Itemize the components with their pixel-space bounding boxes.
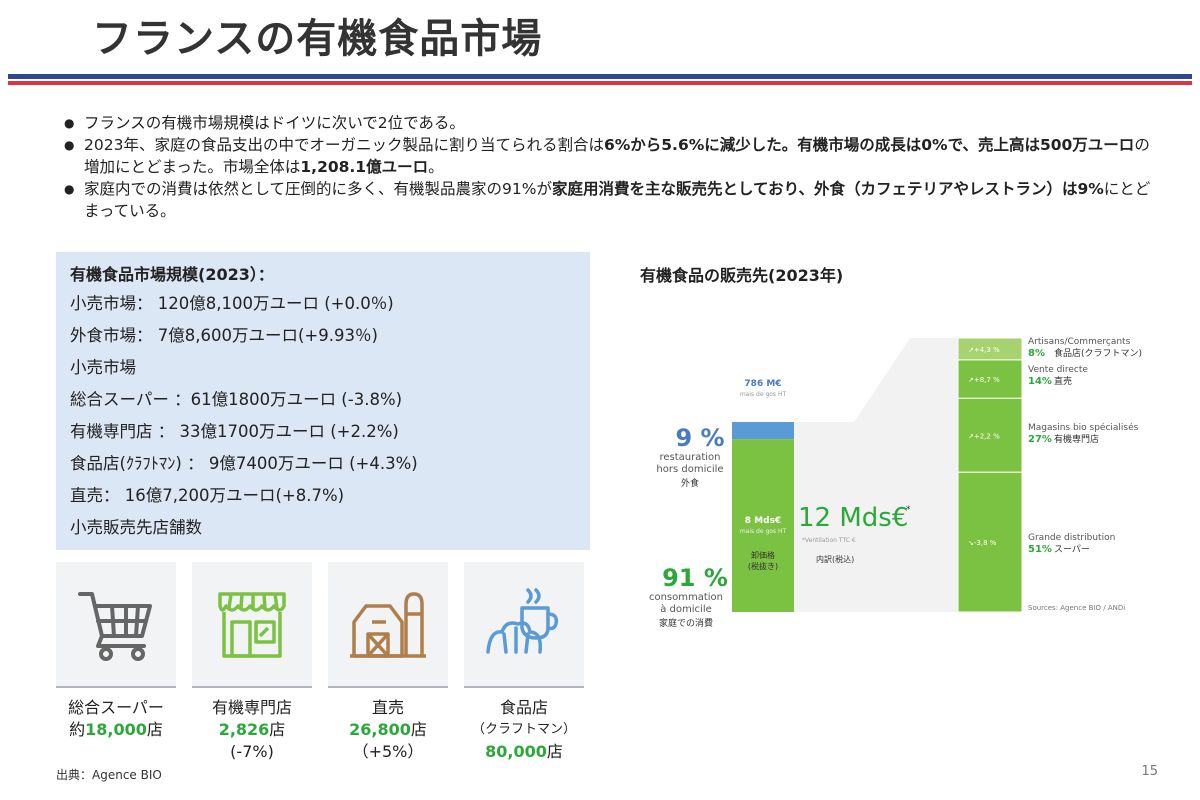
segment-label-pct: 91 % — [662, 564, 728, 592]
market-line: 小売販売先店舗数 — [70, 518, 202, 537]
segment-label-fr: à domicile — [660, 603, 712, 615]
total-star: * — [906, 505, 911, 515]
chart-title: 有機食品の販売先(2023年) — [640, 266, 844, 285]
right-bar-growth: ↗+4,3 % — [968, 346, 1000, 354]
left-bar-mid-jp: (税抜き) — [748, 561, 778, 571]
right-bar-growth: ↗+2,2 % — [968, 432, 1000, 440]
market-size-box: 有機食品市場規模(2023）： 小売市場： 120億8,100万ユーロ (+0.… — [56, 252, 590, 550]
left-bar-segment — [732, 439, 794, 612]
croissant-coffee-icon — [486, 588, 559, 654]
cart-icon — [78, 592, 152, 661]
segment-label-fr: restauration — [659, 452, 720, 463]
header-rule-blue — [8, 74, 1192, 79]
store-label-supermarket: 総合スーパー 約18,000店 — [68, 698, 164, 739]
connector-shape — [794, 338, 958, 612]
store-card-direct — [328, 562, 448, 688]
total-note: *Ventilation TTC € — [802, 537, 856, 544]
left-bar-top-note: mais de gos HT — [740, 391, 787, 398]
segment-label-jp: 外食 — [681, 477, 699, 489]
right-bar-segment — [957, 471, 1023, 613]
market-size-title: 有機食品市場規模(2023）： — [70, 265, 274, 284]
market-line: 食品店(ｸﾗﾌﾄﾏﾝ) ： 9億7400万ユーロ (+4.3%) — [70, 454, 418, 473]
chart-source: Sources: Agence BIO / ANDi — [1028, 604, 1125, 612]
segment-label-jp: 家庭での消費 — [659, 617, 713, 629]
market-line: 直売： 16億7,200万ユーロ(+8.7%) — [70, 486, 345, 505]
right-label-pct: 14% — [1028, 376, 1052, 387]
store-label-direct: 直売 26,800店 （+5%） — [349, 698, 427, 761]
store-card-craftsman — [464, 562, 584, 688]
source-note: 出典：Agence BIO — [56, 768, 162, 782]
store-card-organic — [192, 562, 312, 688]
right-bar-segment — [957, 397, 1023, 473]
barn-icon — [350, 592, 426, 658]
bullet-item: 2023年、家庭の食品支出の中でオーガニック製品に割り当てられる割合は6%から5… — [64, 134, 1164, 178]
bullet-item: フランスの有機市場規模はドイツに次いで2位である。 — [64, 112, 1164, 134]
right-bar-growth: ↗+8,7 % — [968, 376, 1000, 384]
right-label-jp: 直売 — [1054, 375, 1072, 387]
right-label-jp: 食品店(クラフトマン) — [1054, 347, 1142, 359]
bullet-list: フランスの有機市場規模はドイツに次いで2位である。 2023年、家庭の食品支出の… — [64, 112, 1164, 222]
market-line: 外食市場： 7億8,600万ユーロ(+9.93％) — [70, 326, 378, 345]
total-jp: 内訳(税込) — [816, 554, 854, 564]
left-bar-mid-value: 8 Mds€ — [745, 516, 781, 526]
right-label-jp: スーパー — [1054, 544, 1090, 555]
right-label-fr: Artisans/Commerçants — [1028, 337, 1131, 347]
right-label-jp: 有機専門店 — [1054, 433, 1099, 445]
left-bar-top-value: 786 M€ — [744, 379, 781, 389]
segment-label-fr: consommation — [649, 592, 723, 603]
right-bar-growth: ↘-3,8 % — [968, 539, 997, 547]
market-line: 小売市場 — [70, 358, 136, 377]
right-label-fr: Grande distribution — [1028, 533, 1115, 543]
right-label-fr: Magasins bio spécialisés — [1028, 422, 1139, 433]
bullet-item: 家庭内での消費は依然として圧倒的に多く、有機製品農家の91%が家庭用消費を主な販… — [64, 178, 1164, 222]
left-bar-segment — [732, 422, 794, 440]
market-line: 小売市場： 120億8,100万ユーロ (+0.0％) — [70, 294, 394, 313]
left-bar-mid-note: mais de gos HT — [740, 528, 787, 535]
storefront-icon — [218, 592, 286, 658]
header-rule-red — [8, 81, 1192, 85]
right-label-pct: 51% — [1028, 544, 1052, 555]
page-title: フランスの有機食品市場 — [92, 16, 543, 62]
total-value: 12 Mds€ — [798, 503, 908, 533]
segment-label-fr: hors domicile — [656, 464, 723, 475]
left-bar-mid-jp: 卸価格 — [751, 550, 775, 560]
right-label-pct: 27% — [1028, 434, 1052, 445]
sales-channel-chart: 786 M€ mais de gos HT 8 Mds€ mais de gos HT… — [649, 337, 1142, 629]
right-label-fr: Vente directe — [1028, 365, 1088, 375]
store-label-craftsman: 食品店 （クラフトマン） 80,000店 — [471, 698, 576, 761]
store-card-supermarket — [56, 562, 176, 688]
page-number: 15 — [1141, 764, 1158, 779]
right-label-pct: 8% — [1028, 348, 1045, 359]
market-line: 総合スーパー ：61億1800万ユーロ (-3.8%) — [70, 390, 403, 409]
store-label-organic: 有機専門店 2,826店 (-7%) — [211, 698, 292, 761]
market-line: 有機専門店 ： 33億1700万ユーロ (+2.2%) — [70, 422, 399, 441]
segment-label-pct: 9 % — [675, 424, 724, 452]
